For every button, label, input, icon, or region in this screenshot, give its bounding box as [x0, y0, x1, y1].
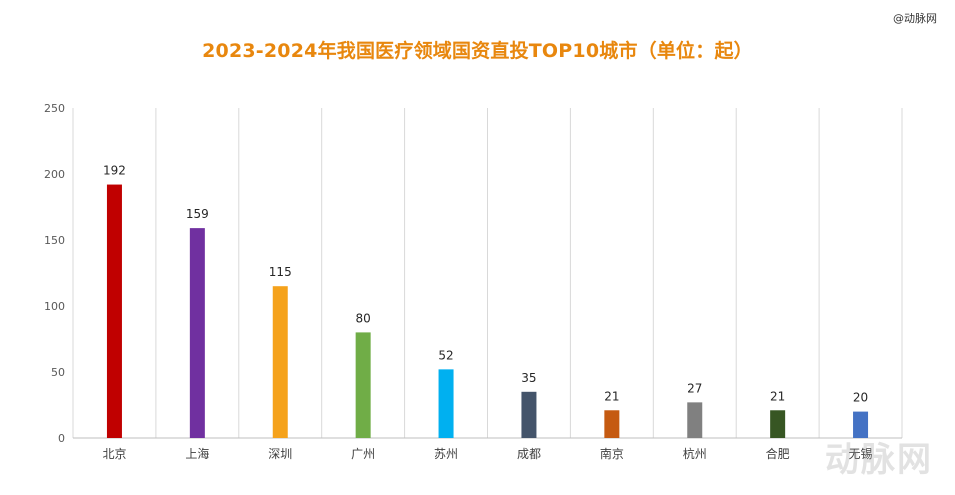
- gridlines: [72, 108, 903, 438]
- data-label: 52: [438, 348, 453, 362]
- y-tick-label: 50: [51, 366, 65, 379]
- axes: 0 50 100 150 200 250 北京 上海 深圳 广州 苏州 成都 南京 杭州 合肥 无锡: [44, 102, 902, 461]
- x-tick-label: 上海: [185, 446, 209, 461]
- bar: [355, 332, 371, 438]
- x-tick-label: 南京: [600, 446, 624, 461]
- bar: [770, 410, 786, 438]
- x-tick-label: 成都: [517, 447, 541, 461]
- data-label: 159: [186, 207, 209, 221]
- bar: [687, 402, 703, 438]
- x-tick-label: 北京: [102, 447, 126, 461]
- data-label: 21: [770, 389, 785, 403]
- data-label: 80: [356, 311, 371, 325]
- chart-title: 2023-2024年我国医疗领域国资直投TOP10城市（单位：起）: [202, 40, 753, 62]
- bar: [272, 286, 288, 438]
- bars: [106, 184, 869, 438]
- x-tick-label: 深圳: [268, 447, 292, 461]
- x-tick-label: 杭州: [683, 446, 707, 461]
- y-tick-label: 100: [44, 300, 65, 313]
- y-tick-label: 200: [44, 168, 65, 181]
- x-tick-label: 广州: [351, 447, 375, 461]
- x-tick-label: 苏州: [434, 447, 458, 461]
- x-tick-label: 合肥: [766, 446, 790, 461]
- x-tick-label: 无锡: [849, 446, 873, 461]
- data-label: 35: [521, 371, 536, 385]
- brand-tag: @动脉网: [893, 12, 937, 25]
- watermark: 动脉网: [825, 440, 933, 480]
- data-label: 27: [687, 381, 702, 395]
- bar: [189, 228, 205, 438]
- data-label: 21: [604, 389, 619, 403]
- bar: [853, 411, 869, 438]
- bar: [438, 369, 454, 438]
- y-tick-label: 250: [44, 102, 65, 115]
- y-tick-label: 0: [58, 432, 65, 445]
- data-label: 115: [269, 265, 292, 279]
- y-tick-label: 150: [44, 234, 65, 247]
- data-label: 192: [103, 164, 126, 178]
- bar: [521, 391, 537, 438]
- bar: [106, 184, 122, 438]
- bar: [604, 410, 620, 438]
- data-label: 20: [853, 391, 868, 405]
- data-labels: 192 159 115 80 52 35 21 27 21 20: [103, 164, 868, 405]
